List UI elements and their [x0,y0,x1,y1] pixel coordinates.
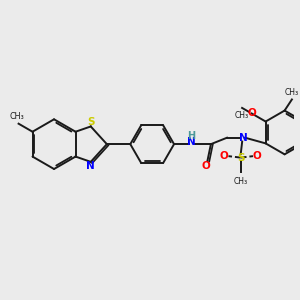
Text: O: O [201,161,210,171]
Text: O: O [248,109,257,118]
Text: CH₃: CH₃ [285,88,299,97]
Text: S: S [237,153,244,163]
Text: O: O [220,151,229,161]
Text: N: N [187,137,196,147]
Text: CH₃: CH₃ [234,177,248,186]
Text: N: N [86,161,95,171]
Text: N: N [239,133,248,143]
Text: CH₃: CH₃ [10,112,25,121]
Text: CH₃: CH₃ [235,111,249,120]
Text: O: O [253,151,262,161]
Text: S: S [87,117,94,128]
Text: H: H [188,131,196,141]
